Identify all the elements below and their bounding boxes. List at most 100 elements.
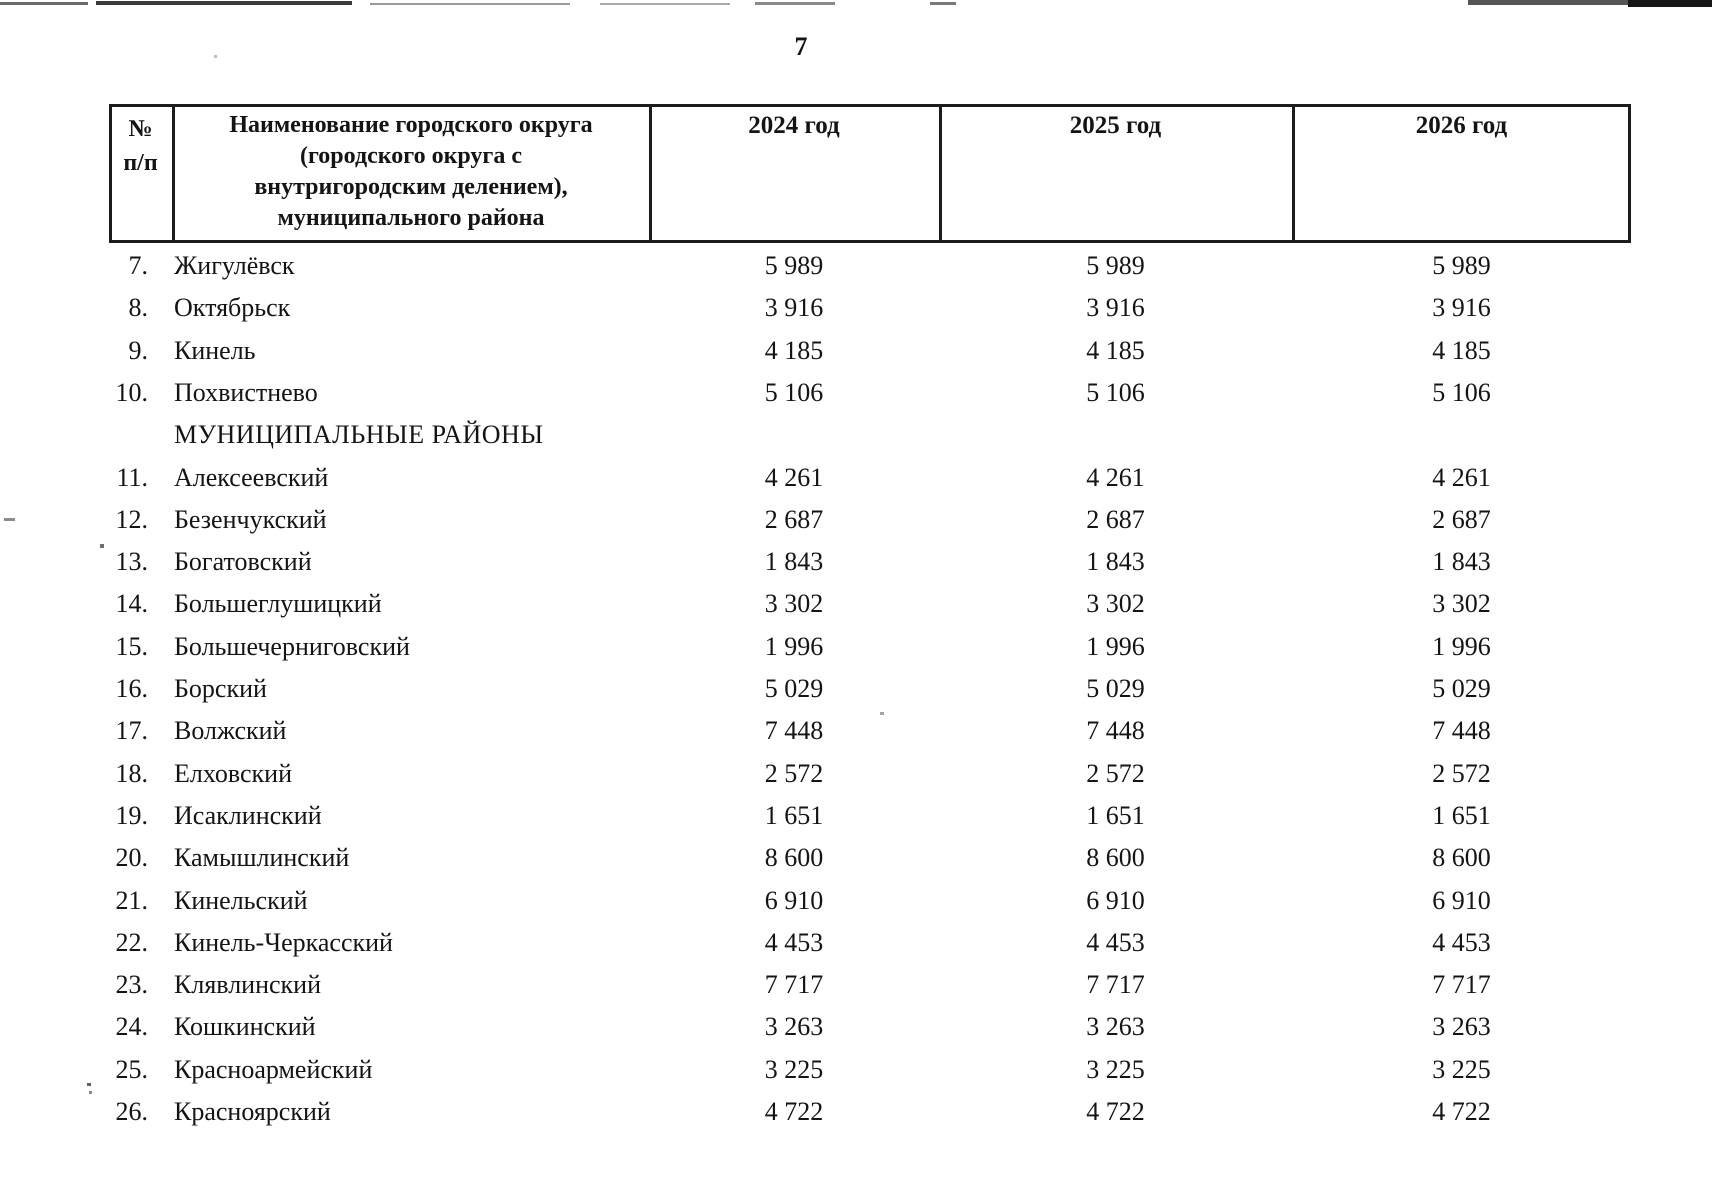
header-cell-row-number: № п/п bbox=[123, 116, 158, 176]
row-name: Кинель bbox=[174, 336, 256, 365]
table-row: 16. Борский 5 029 5 029 5 029 bbox=[0, 668, 1712, 710]
row-number: 16. bbox=[115, 674, 149, 703]
table-row: 26. Красноярский 4 722 4 722 4 722 bbox=[0, 1091, 1712, 1133]
row-number: 17. bbox=[115, 716, 149, 745]
value-2025: 5 106 bbox=[1086, 378, 1145, 407]
value-2024: 1 651 bbox=[764, 801, 824, 830]
table-row: 23. Клявлинский 7 717 7 717 7 717 bbox=[0, 964, 1712, 1006]
value-2026: 5 106 bbox=[1432, 378, 1491, 407]
value-2026: 3 302 bbox=[1432, 589, 1491, 618]
value-2026: 2 572 bbox=[1432, 759, 1491, 788]
value-2025: 7 448 bbox=[1086, 716, 1145, 745]
row-name: Богатовский bbox=[174, 547, 312, 576]
row-name: Безенчукский bbox=[174, 505, 327, 534]
row-name: Борский bbox=[174, 674, 267, 703]
scan-artifact bbox=[370, 3, 570, 5]
value-2025: 1 843 bbox=[1086, 547, 1145, 576]
row-name: Красноярский bbox=[174, 1097, 331, 1126]
value-2026: 5 029 bbox=[1432, 674, 1491, 703]
value-2024: 5 106 bbox=[764, 378, 824, 407]
value-2024: 8 600 bbox=[764, 843, 824, 872]
table-row: 20. Камышлинский 8 600 8 600 8 600 bbox=[0, 837, 1712, 879]
value-2024: 3 263 bbox=[764, 1012, 824, 1041]
header-cell-2025: 2025 год bbox=[1069, 112, 1162, 139]
value-2024: 4 185 bbox=[764, 336, 824, 365]
value-2026: 1 996 bbox=[1432, 632, 1491, 661]
table-header-box bbox=[109, 104, 1631, 243]
value-2026: 5 989 bbox=[1432, 251, 1491, 280]
value-2024: 7 448 bbox=[764, 716, 824, 745]
row-number: 15. bbox=[115, 632, 149, 661]
scan-artifact bbox=[96, 1, 352, 5]
table-row: 18. Елховский 2 572 2 572 2 572 bbox=[0, 753, 1712, 795]
table-row: 11. Алексеевский 4 261 4 261 4 261 bbox=[0, 457, 1712, 499]
scan-speck bbox=[214, 55, 217, 58]
value-2024: 2 687 bbox=[764, 505, 824, 534]
row-name: Камышлинский bbox=[174, 843, 350, 872]
value-2026: 7 717 bbox=[1432, 970, 1491, 999]
value-2024: 3 225 bbox=[764, 1055, 824, 1084]
value-2024: 4 453 bbox=[764, 928, 824, 957]
column-divider bbox=[172, 104, 175, 243]
row-number: 12. bbox=[115, 505, 149, 534]
row-number: 23. bbox=[115, 970, 149, 999]
table-row: 19. Исаклинский 1 651 1 651 1 651 bbox=[0, 795, 1712, 837]
value-2026: 2 687 bbox=[1432, 505, 1491, 534]
value-2026: 6 910 bbox=[1432, 886, 1491, 915]
row-number: 13. bbox=[115, 547, 149, 576]
value-2025: 4 722 bbox=[1086, 1097, 1145, 1126]
value-2026: 1 651 bbox=[1432, 801, 1491, 830]
row-name: Большечерниговский bbox=[174, 632, 410, 661]
table-row: 12. Безенчукский 2 687 2 687 2 687 bbox=[0, 499, 1712, 541]
value-2026: 1 843 bbox=[1432, 547, 1491, 576]
value-2025: 4 261 bbox=[1086, 463, 1145, 492]
row-name: Кинель-Черкасский bbox=[174, 928, 393, 957]
value-2025: 1 651 bbox=[1086, 801, 1145, 830]
scan-artifact bbox=[1468, 0, 1628, 5]
row-number: 25. bbox=[115, 1055, 149, 1084]
value-2025: 4 453 bbox=[1086, 928, 1145, 957]
value-2025: 3 916 bbox=[1086, 293, 1145, 322]
row-number: 22. bbox=[115, 928, 149, 957]
row-name: Исаклинский bbox=[174, 801, 322, 830]
scan-artifact bbox=[600, 3, 730, 5]
value-2025: 3 225 bbox=[1086, 1055, 1145, 1084]
value-2025: 6 910 bbox=[1086, 886, 1145, 915]
table-row: 25. Красноармейский 3 225 3 225 3 225 bbox=[0, 1049, 1712, 1091]
row-name: МУНИЦИПАЛЬНЫЕ РАЙОНЫ bbox=[174, 420, 544, 449]
column-divider bbox=[939, 104, 942, 243]
value-2026: 4 185 bbox=[1432, 336, 1491, 365]
row-number: 20. bbox=[115, 843, 149, 872]
value-2026: 4 261 bbox=[1432, 463, 1491, 492]
table-row: 7. Жигулёвск 5 989 5 989 5 989 bbox=[0, 245, 1712, 287]
row-number: 9. bbox=[128, 336, 149, 365]
table-row: 22. Кинель-Черкасский 4 453 4 453 4 453 bbox=[0, 922, 1712, 964]
value-2026: 3 916 bbox=[1432, 293, 1491, 322]
table-row: 14. Большеглушицкий 3 302 3 302 3 302 bbox=[0, 583, 1712, 625]
value-2026: 8 600 bbox=[1432, 843, 1491, 872]
value-2025: 8 600 bbox=[1086, 843, 1145, 872]
row-number: 18. bbox=[115, 759, 149, 788]
row-number: 26. bbox=[115, 1097, 149, 1126]
page-number: 7 bbox=[794, 32, 808, 61]
table-row: 10. Похвистнево 5 106 5 106 5 106 bbox=[0, 372, 1712, 414]
column-divider bbox=[649, 104, 652, 243]
value-2026: 3 225 bbox=[1432, 1055, 1491, 1084]
value-2024: 2 572 bbox=[764, 759, 824, 788]
row-name: Жигулёвск bbox=[174, 251, 295, 280]
value-2024: 5 989 bbox=[764, 251, 824, 280]
scan-artifact bbox=[1628, 0, 1712, 7]
table-body: 7. Жигулёвск 5 989 5 989 5 989 8. Октябрьск 3 9… bbox=[0, 245, 1712, 1145]
value-2024: 3 302 bbox=[764, 589, 824, 618]
row-number: 10. bbox=[115, 378, 149, 407]
value-2025: 7 717 bbox=[1086, 970, 1145, 999]
value-2026: 4 722 bbox=[1432, 1097, 1491, 1126]
header-cell-2024: 2024 год bbox=[748, 112, 840, 139]
table-row: 8. Октябрьск 3 916 3 916 3 916 bbox=[0, 287, 1712, 329]
row-name: Похвистнево bbox=[174, 378, 318, 407]
row-number: 19. bbox=[115, 801, 149, 830]
header-cell-2026: 2026 год bbox=[1415, 112, 1508, 139]
value-2024: 1 843 bbox=[764, 547, 824, 576]
table-row: 13. Богатовский 1 843 1 843 1 843 bbox=[0, 541, 1712, 583]
value-2025: 2 572 bbox=[1086, 759, 1145, 788]
